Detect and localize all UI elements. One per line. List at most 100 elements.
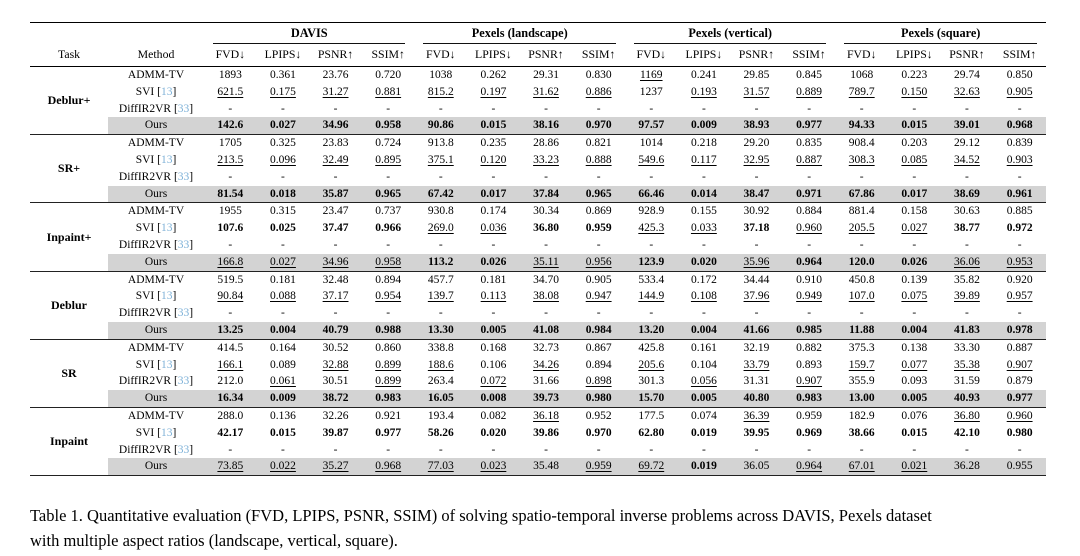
- metric-value: 36.18: [533, 409, 559, 422]
- citation-link[interactable]: 33: [177, 443, 190, 456]
- metric-value: 0.015: [467, 117, 520, 136]
- metric-value: 0.879: [1006, 375, 1033, 388]
- metric-value: -: [754, 443, 759, 456]
- metric-value: 815.2: [427, 85, 454, 98]
- metric-col-header: FVD↓: [414, 44, 468, 67]
- citation-link[interactable]: 33: [177, 307, 190, 320]
- metric-value: 205.5: [848, 222, 875, 235]
- metric-value: 0.009: [256, 390, 310, 408]
- metric-value: 0.164: [270, 341, 296, 354]
- metric-value: 39.73: [519, 390, 573, 408]
- citation-link[interactable]: 13: [160, 290, 173, 303]
- metric-col-header: FVD↓: [624, 44, 678, 67]
- metric-value: -: [649, 443, 654, 456]
- metric-value: 90.84: [217, 290, 244, 303]
- metric-value: -: [281, 238, 285, 251]
- metric-value: 34.96: [309, 253, 362, 272]
- metric-value: -: [333, 170, 338, 183]
- metric-value: 0.720: [375, 69, 402, 81]
- metric-value: -: [1017, 307, 1022, 320]
- method-label: Ours: [108, 321, 205, 340]
- metric-value: -: [544, 102, 548, 115]
- metric-value: -: [333, 238, 338, 251]
- method-label: SVI [13]: [135, 426, 177, 439]
- metric-value: 38.69: [940, 185, 994, 204]
- metric-value: -: [281, 443, 285, 456]
- metric-value: 0.117: [691, 153, 717, 166]
- citation-link[interactable]: 33: [177, 170, 190, 183]
- citation-link[interactable]: 33: [177, 375, 190, 388]
- metric-value: 23.47: [322, 205, 349, 218]
- metric-value: 0.361: [270, 69, 296, 81]
- metric-value: 0.954: [375, 290, 402, 303]
- metric-value: 0.958: [361, 253, 415, 272]
- metric-value: 38.47: [730, 185, 783, 204]
- metric-value: -: [228, 238, 233, 251]
- metric-value: 38.72: [309, 390, 362, 408]
- table-row: Inpaint ADMM-TV 288.0 0.136 32.26 0.921 193.4 0…: [30, 407, 1046, 477]
- metric-value: -: [491, 238, 496, 251]
- metric-value: 0.964: [782, 458, 836, 477]
- metric-value: 0.821: [585, 137, 612, 150]
- citation-link[interactable]: 13: [160, 153, 173, 166]
- metric-value: 0.014: [677, 185, 731, 204]
- metric-value: 36.05: [730, 458, 783, 477]
- table-row: Inpaint+ ADMM-TV 1955 0.315 23.47 0.737 930.8 0…: [30, 202, 1046, 272]
- metric-value: 33.23: [533, 153, 559, 166]
- task-label: Deblur: [30, 271, 109, 340]
- method-label: SVI [13]: [135, 222, 177, 235]
- citation-link[interactable]: 13: [160, 222, 173, 235]
- metric-value: 0.955: [993, 458, 1046, 477]
- metric-value: 0.017: [467, 185, 520, 204]
- metric-col-header: FVD↓: [835, 44, 889, 67]
- metric-value: -: [544, 170, 548, 183]
- metric-value: -: [701, 102, 706, 115]
- metric-value: 39.89: [954, 290, 980, 303]
- metric-value: 1893: [218, 69, 242, 81]
- metric-value: 881.4: [848, 205, 875, 218]
- citation-link[interactable]: 33: [177, 102, 190, 115]
- citation-link[interactable]: 13: [160, 426, 173, 439]
- metric-value: 0.082: [480, 409, 507, 422]
- metric-value: 0.106: [480, 358, 507, 371]
- metric-value: 1955: [218, 205, 242, 218]
- metric-value: 0.072: [480, 375, 507, 388]
- metric-value: 67.42: [414, 185, 468, 204]
- metric-value: 205.6: [638, 358, 665, 371]
- metric-value: 0.018: [256, 185, 310, 204]
- metric-value: -: [754, 170, 759, 183]
- metric-value: 40.80: [730, 390, 783, 408]
- metric-value: 0.017: [888, 185, 941, 204]
- metric-value: 40.79: [309, 321, 362, 340]
- metric-value: 193.4: [427, 409, 454, 422]
- metric-value: -: [544, 443, 548, 456]
- metric-value: 930.8: [427, 205, 454, 218]
- metric-value: 0.850: [1006, 69, 1033, 81]
- metric-value: 36.39: [743, 409, 770, 422]
- method-label: ADMM-TV: [127, 273, 185, 286]
- dataset-group-label: DAVIS: [213, 26, 406, 44]
- metric-value: 0.019: [690, 426, 717, 439]
- metric-value: 0.960: [1006, 409, 1033, 422]
- caption-line-2: with multiple aspect ratios (landscape, …: [30, 531, 398, 551]
- metric-value: -: [491, 102, 496, 115]
- metric-value: 0.172: [690, 273, 717, 286]
- metric-value: 450.8: [848, 273, 875, 286]
- metric-value: -: [596, 443, 601, 456]
- metric-value: 0.020: [480, 426, 507, 439]
- metric-value: 0.984: [572, 321, 625, 340]
- citation-link[interactable]: 13: [160, 358, 173, 371]
- metric-value: 0.015: [901, 426, 928, 439]
- metric-value: 0.089: [270, 358, 296, 371]
- metric-value: 0.985: [782, 321, 836, 340]
- table-row: SVI [13] 90.84 0.088 37.17 0.954 139.7 0.113 38…: [30, 288, 1046, 305]
- metric-value: 213.5: [217, 153, 244, 166]
- metric-value: 0.175: [270, 85, 296, 98]
- citation-link[interactable]: 13: [160, 85, 173, 98]
- table-row: DiffIR2VR [33] - - - - - - - - - - - - - - - -: [30, 305, 1046, 322]
- metric-value: 0.019: [677, 458, 731, 477]
- metric-value: 0.005: [677, 390, 731, 408]
- metric-value: 38.08: [533, 290, 559, 303]
- metric-col-header: LPIPS↓: [467, 44, 520, 67]
- citation-link[interactable]: 33: [177, 238, 190, 251]
